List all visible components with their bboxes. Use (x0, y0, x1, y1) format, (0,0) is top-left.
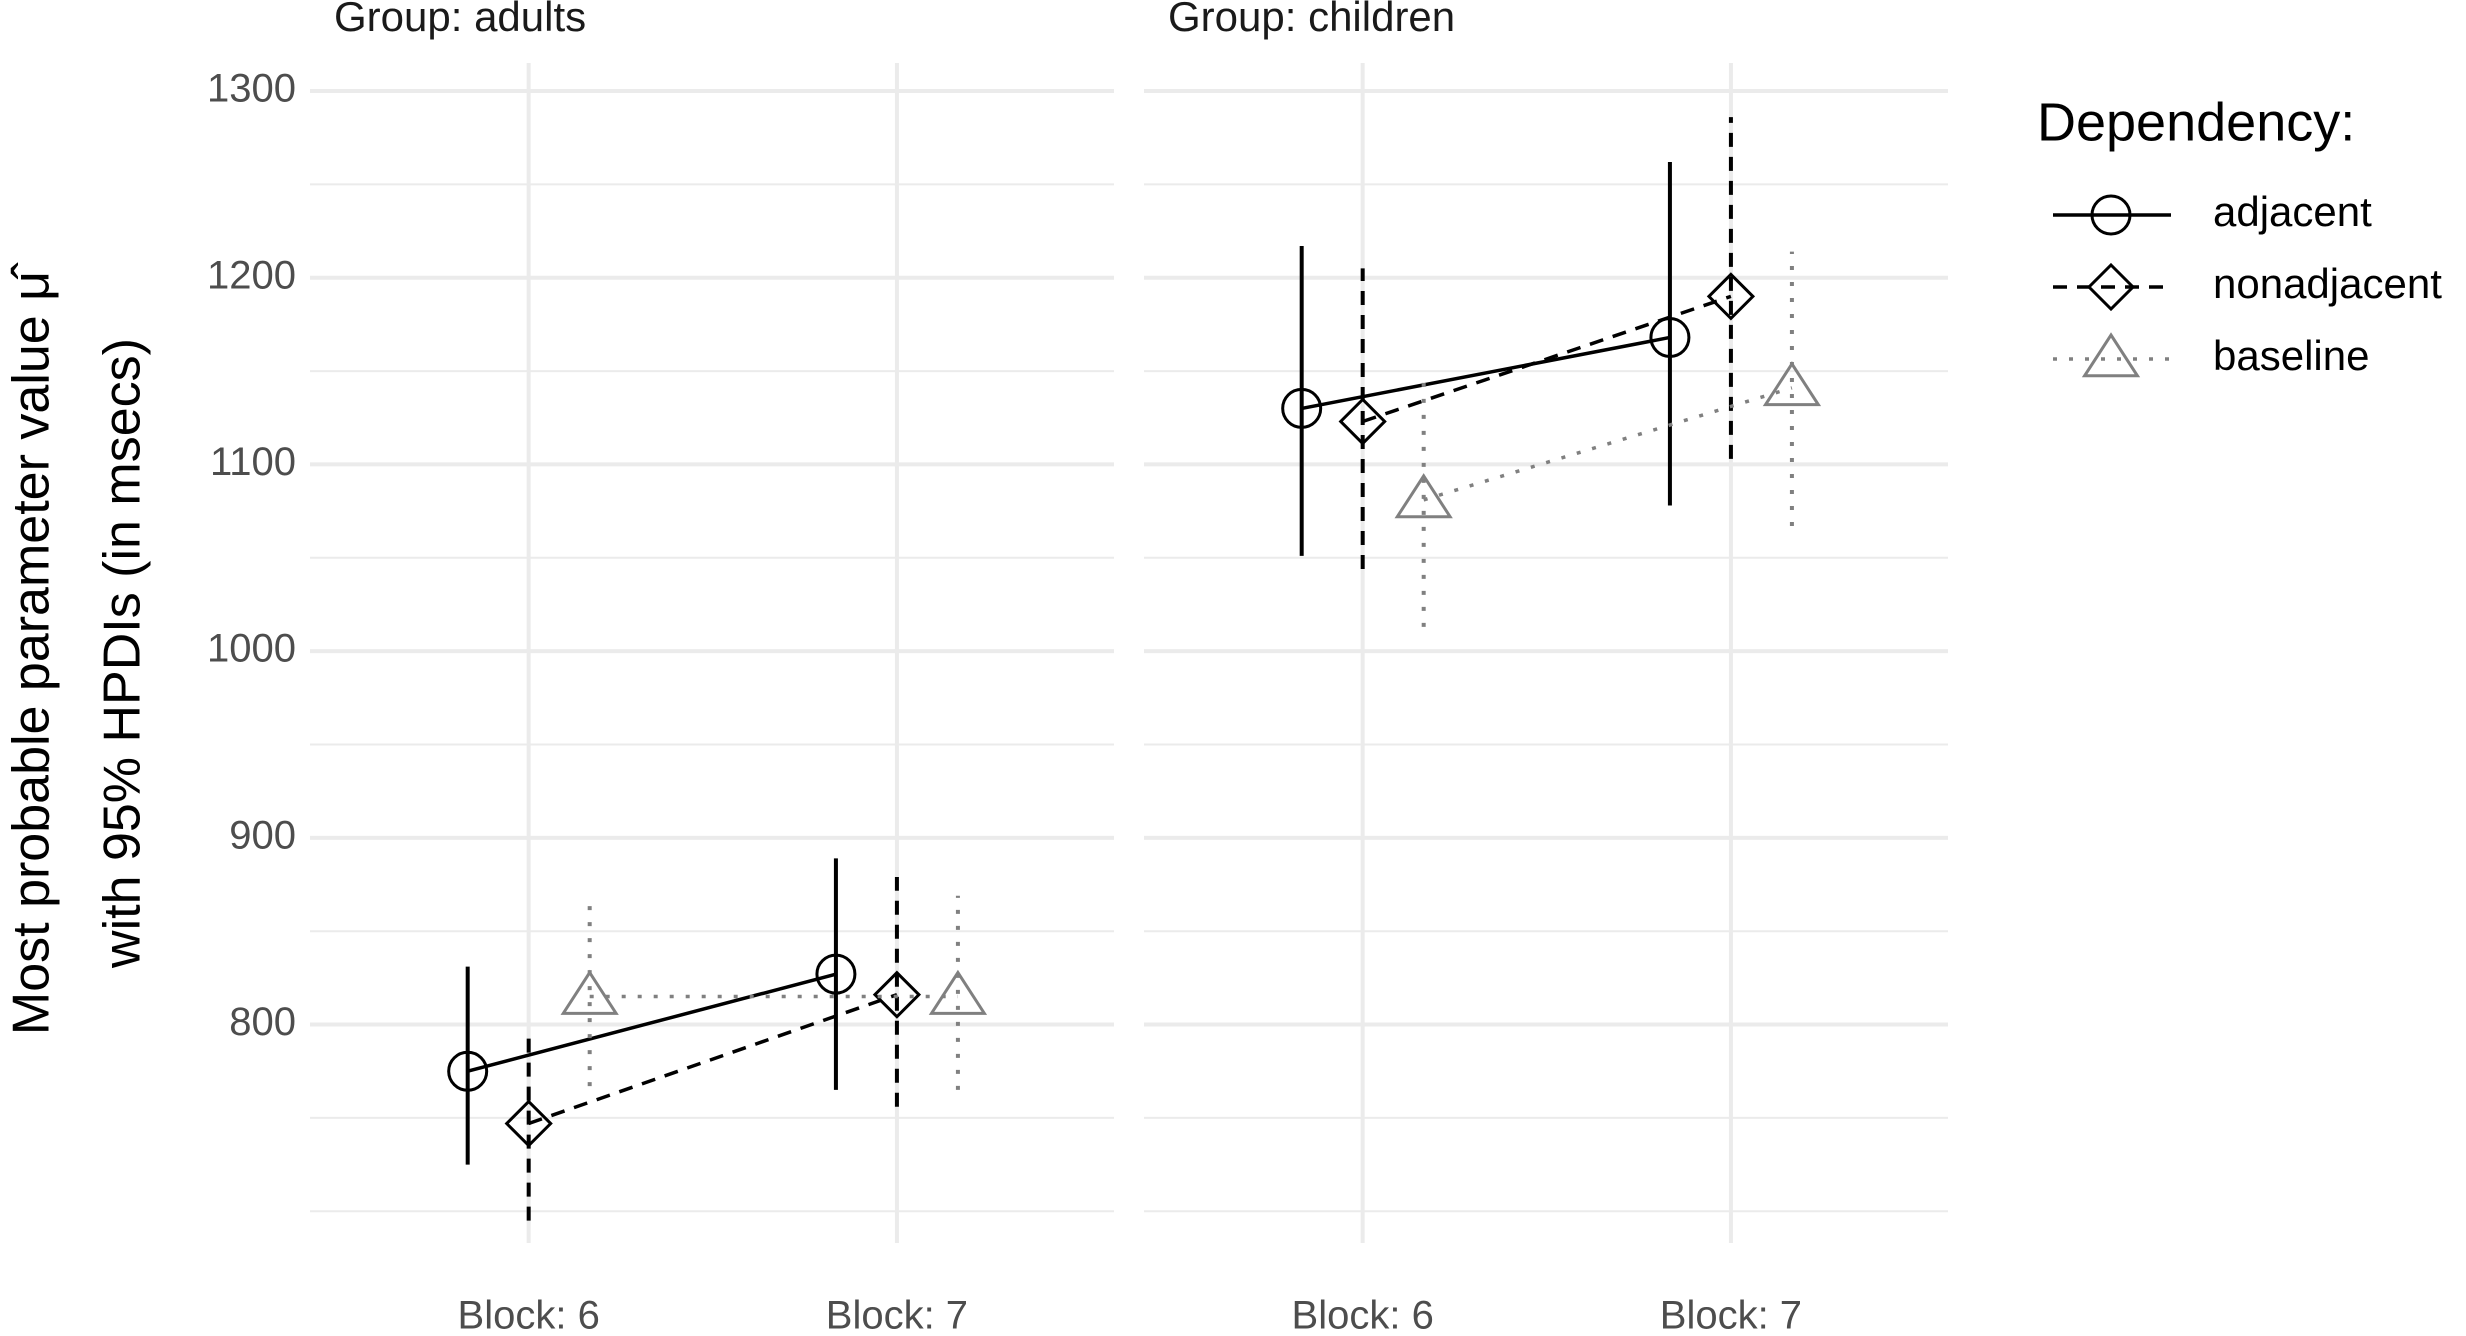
legend-marker (2090, 194, 2132, 236)
legend-title: Dependency: (2037, 92, 2355, 152)
series-line (1423, 386, 1793, 502)
x-tick-label: Block: 7 (1660, 1294, 1802, 1336)
legend-label: adjacent (2213, 188, 2372, 235)
facet-title: Group: children (1168, 0, 1455, 40)
legend-label: baseline (2213, 332, 2369, 379)
point (1649, 316, 1691, 358)
series-line (1362, 294, 1732, 424)
point (1394, 473, 1453, 519)
point (560, 969, 619, 1015)
point (1338, 397, 1387, 446)
y-axis-label: Most probable parameter value μ̂ (3, 262, 61, 1035)
y-tick-label: 1300 (207, 67, 296, 111)
facet-title: Group: adults (334, 0, 586, 40)
legend-label: nonadjacent (2213, 260, 2442, 307)
legend-marker (2086, 262, 2136, 312)
y-tick-label: 1200 (207, 253, 296, 297)
y-tick-label: 1100 (210, 440, 296, 484)
point (1281, 387, 1323, 429)
point (1762, 361, 1822, 407)
series-line (467, 972, 837, 1073)
x-tick-label: Block: 6 (458, 1294, 600, 1336)
x-tick-label: Block: 6 (1292, 1294, 1434, 1336)
series-line (528, 993, 898, 1126)
y-tick-label: 900 (229, 813, 296, 857)
point (815, 953, 857, 995)
y-tick-label: 800 (229, 1000, 296, 1044)
point (928, 969, 988, 1015)
y-axis-label: with 95% HPDIs (in msecs) (94, 338, 152, 969)
point (1706, 272, 1756, 321)
x-tick-label: Block: 7 (826, 1294, 968, 1336)
point (872, 970, 922, 1019)
y-tick-label: 1000 (207, 627, 296, 671)
point (504, 1099, 553, 1148)
series-line (1301, 335, 1671, 411)
point (447, 1050, 489, 1092)
legend-marker (2081, 332, 2141, 378)
